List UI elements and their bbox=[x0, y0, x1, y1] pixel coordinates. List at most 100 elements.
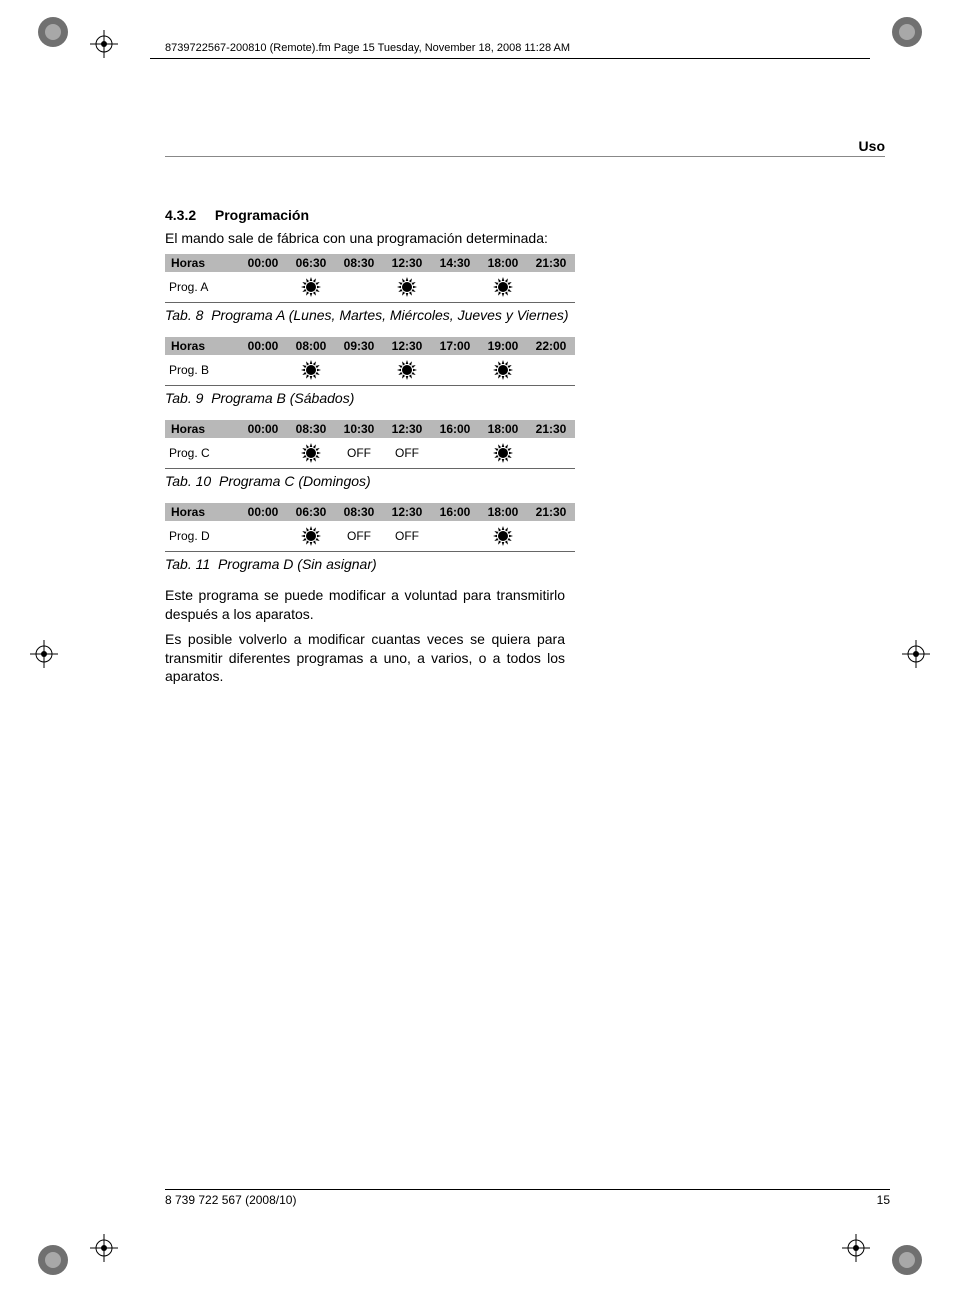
off-label: OFF bbox=[383, 438, 431, 469]
table-caption-number: Tab. 10 bbox=[165, 473, 211, 489]
sun-icon bbox=[479, 438, 527, 469]
time-cell: 14:30 bbox=[431, 254, 479, 272]
corner-ornament-tl bbox=[35, 14, 71, 50]
time-cell: 17:00 bbox=[431, 337, 479, 355]
table-prog-row: Prog. B bbox=[165, 355, 575, 386]
time-cell: 12:30 bbox=[383, 254, 431, 272]
running-header: Uso bbox=[165, 138, 885, 157]
moon-icon bbox=[431, 355, 479, 386]
time-cell: 09:30 bbox=[335, 337, 383, 355]
time-cell: 18:00 bbox=[479, 503, 527, 521]
time-cell: 19:00 bbox=[479, 337, 527, 355]
prog-label: Prog. B bbox=[165, 355, 239, 386]
crop-header-text: 8739722567-200810 (Remote).fm Page 15 Tu… bbox=[165, 42, 570, 54]
paragraph-1: Este programa se puede modificar a volun… bbox=[165, 586, 565, 624]
program-table: Horas00:0008:0009:3012:3017:0019:0022:00… bbox=[165, 337, 575, 386]
moon-icon bbox=[527, 438, 575, 469]
footer-doc-number: 8 739 722 567 (2008/10) bbox=[165, 1193, 296, 1207]
time-cell: 18:00 bbox=[479, 254, 527, 272]
time-cell: 08:00 bbox=[287, 337, 335, 355]
regmark-icon bbox=[90, 1234, 118, 1262]
corner-ornament-br bbox=[889, 1242, 925, 1278]
prog-label: Prog. C bbox=[165, 438, 239, 469]
paragraph-2: Es posible volverlo a modificar cuantas … bbox=[165, 630, 565, 687]
program-table: Horas00:0006:3008:3012:3016:0018:0021:30… bbox=[165, 503, 575, 552]
time-cell: 00:00 bbox=[239, 503, 287, 521]
sun-icon bbox=[287, 355, 335, 386]
program-table: Horas00:0006:3008:3012:3014:3018:0021:30… bbox=[165, 254, 575, 303]
time-cell: 18:00 bbox=[479, 420, 527, 438]
horas-label: Horas bbox=[165, 337, 239, 355]
time-cell: 12:30 bbox=[383, 503, 431, 521]
tables-container: Horas00:0006:3008:3012:3014:3018:0021:30… bbox=[165, 254, 885, 572]
table-caption-text: Programa B (Sábados) bbox=[211, 390, 354, 406]
running-header-label: Uso bbox=[859, 138, 885, 154]
regmark-icon bbox=[30, 640, 58, 668]
sun-icon bbox=[479, 272, 527, 303]
sun-icon bbox=[287, 521, 335, 552]
program-table-D: Horas00:0006:3008:3012:3016:0018:0021:30… bbox=[165, 503, 885, 572]
table-caption: Tab. 9 Programa B (Sábados) bbox=[165, 390, 885, 406]
crop-header-rule bbox=[150, 58, 870, 59]
footer-page-number: 15 bbox=[877, 1193, 890, 1207]
prog-label: Prog. D bbox=[165, 521, 239, 552]
moon-icon bbox=[431, 521, 479, 552]
table-caption-number: Tab. 9 bbox=[165, 390, 203, 406]
footer: 8 739 722 567 (2008/10) 15 bbox=[165, 1189, 890, 1207]
time-cell: 00:00 bbox=[239, 254, 287, 272]
table-caption: Tab. 11 Programa D (Sin asignar) bbox=[165, 556, 885, 572]
time-cell: 10:30 bbox=[335, 420, 383, 438]
regmark-icon bbox=[90, 30, 118, 58]
sun-icon bbox=[287, 272, 335, 303]
horas-label: Horas bbox=[165, 254, 239, 272]
sun-icon bbox=[479, 355, 527, 386]
corner-ornament-bl bbox=[35, 1242, 71, 1278]
regmark-icon bbox=[842, 1234, 870, 1262]
page: 8739722567-200810 (Remote).fm Page 15 Tu… bbox=[0, 0, 960, 1292]
moon-icon bbox=[239, 438, 287, 469]
time-cell: 06:30 bbox=[287, 503, 335, 521]
table-prog-row: Prog. A bbox=[165, 272, 575, 303]
sun-icon bbox=[287, 438, 335, 469]
time-cell: 21:30 bbox=[527, 503, 575, 521]
program-table: Horas00:0008:3010:3012:3016:0018:0021:30… bbox=[165, 420, 575, 469]
time-cell: 12:30 bbox=[383, 420, 431, 438]
table-prog-row: Prog. DOFFOFF bbox=[165, 521, 575, 552]
program-table-B: Horas00:0008:0009:3012:3017:0019:0022:00… bbox=[165, 337, 885, 406]
time-cell: 16:00 bbox=[431, 420, 479, 438]
table-caption-text: Programa C (Domingos) bbox=[219, 473, 371, 489]
table-caption: Tab. 8 Programa A (Lunes, Martes, Miérco… bbox=[165, 307, 885, 323]
section-number: 4.3.2 bbox=[165, 207, 211, 223]
table-header-row: Horas00:0008:0009:3012:3017:0019:0022:00 bbox=[165, 337, 575, 355]
intro-paragraph: El mando sale de fábrica con una program… bbox=[165, 229, 565, 248]
table-header-row: Horas00:0006:3008:3012:3014:3018:0021:30 bbox=[165, 254, 575, 272]
program-table-C: Horas00:0008:3010:3012:3016:0018:0021:30… bbox=[165, 420, 885, 489]
time-cell: 22:00 bbox=[527, 337, 575, 355]
table-caption-number: Tab. 8 bbox=[165, 307, 203, 323]
sun-icon bbox=[383, 272, 431, 303]
table-header-row: Horas00:0008:3010:3012:3016:0018:0021:30 bbox=[165, 420, 575, 438]
table-caption-text: Programa A (Lunes, Martes, Miércoles, Ju… bbox=[211, 307, 568, 323]
time-cell: 16:00 bbox=[431, 503, 479, 521]
time-cell: 08:30 bbox=[287, 420, 335, 438]
section-title: 4.3.2 Programación bbox=[165, 207, 885, 223]
time-cell: 00:00 bbox=[239, 420, 287, 438]
time-cell: 00:00 bbox=[239, 337, 287, 355]
program-table-A: Horas00:0006:3008:3012:3014:3018:0021:30… bbox=[165, 254, 885, 323]
table-caption-number: Tab. 11 bbox=[165, 556, 210, 572]
moon-icon bbox=[431, 272, 479, 303]
sun-icon bbox=[479, 521, 527, 552]
moon-icon bbox=[239, 355, 287, 386]
moon-icon bbox=[431, 438, 479, 469]
horas-label: Horas bbox=[165, 503, 239, 521]
time-cell: 21:30 bbox=[527, 254, 575, 272]
time-cell: 06:30 bbox=[287, 254, 335, 272]
table-caption-text: Programa D (Sin asignar) bbox=[218, 556, 377, 572]
moon-icon bbox=[335, 355, 383, 386]
moon-icon bbox=[527, 355, 575, 386]
moon-icon bbox=[335, 272, 383, 303]
prog-label: Prog. A bbox=[165, 272, 239, 303]
regmark-icon bbox=[902, 640, 930, 668]
sun-icon bbox=[383, 355, 431, 386]
moon-icon bbox=[527, 521, 575, 552]
